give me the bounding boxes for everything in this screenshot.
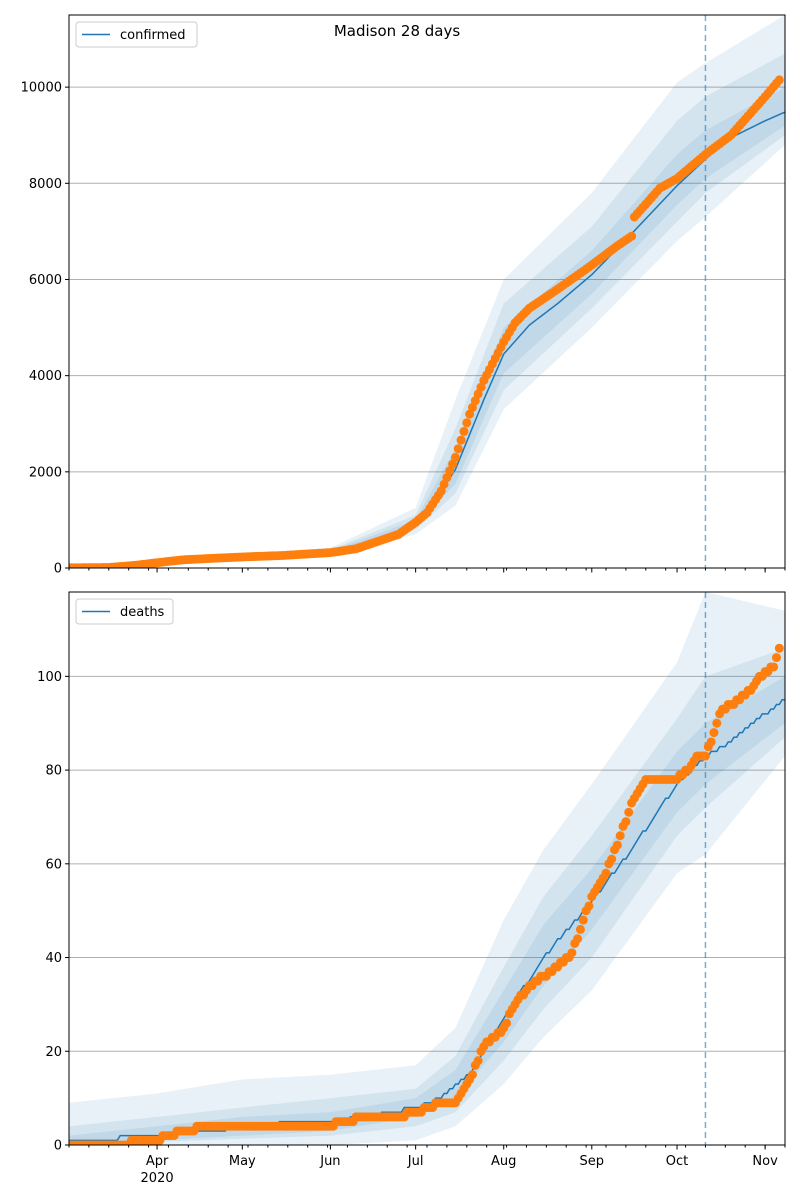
observed-point [709,728,719,738]
legend-label: confirmed [120,28,186,43]
observed-point [627,231,637,241]
observed-point [456,435,466,445]
y-tick-label: 6000 [29,273,62,288]
observed-points [69,75,784,568]
observed-point [448,459,458,469]
x-tick-label: Jun [319,1154,340,1169]
observed-point [774,643,784,653]
y-tick-label: 0 [54,1139,62,1154]
observed-point [567,948,577,958]
uncertainty-bands [69,592,785,1145]
y-tick-label: 60 [45,857,62,872]
observed-point [601,868,611,878]
uncertainty-bands [69,15,785,568]
y-tick-label: 2000 [29,465,62,480]
x-tick-label: May [229,1154,256,1169]
observed-point [615,831,625,841]
confirmed-panel: 0 2000 4000 6000 8000 10000 confirmed [21,14,786,577]
observed-point [578,915,588,925]
legend: deaths [75,598,174,625]
uncertainty-band [69,87,785,568]
x-tick-label: Apr [146,1154,169,1169]
x-tick-label: Aug [491,1154,516,1169]
observed-point [584,901,594,911]
x-tick-sublabel: 2020 [141,1171,174,1186]
observed-point [612,840,622,850]
x-tick-label: Oct [666,1154,688,1169]
legend-box [75,21,198,48]
legend: confirmed [75,21,198,48]
uncertainty-band [69,15,785,568]
x-tick-label: Nov [752,1154,778,1169]
observed-point [453,444,463,454]
observed-point [575,924,585,934]
observed-points [69,643,784,1145]
y-tick-label: 0 [54,562,62,577]
observed-point [473,1056,483,1066]
observed-point [712,718,722,728]
observed-point [771,653,781,663]
observed-point [607,854,617,864]
uncertainty-band [69,53,785,568]
observed-point [573,934,583,944]
observed-point [769,662,779,672]
y-tick-label: 4000 [29,369,62,384]
observed-point [445,466,455,476]
observed-point [436,486,446,496]
observed-point [465,409,475,419]
observed-point [706,737,716,747]
observed-point [462,418,472,428]
observed-point [450,452,460,462]
y-tick-label: 100 [37,670,62,685]
observed-point [467,1070,477,1080]
legend-box [75,598,174,625]
observed-point [459,426,469,436]
observed-point [700,751,710,761]
uncertainty-band [69,592,785,1145]
observed-point [473,389,483,399]
observed-point [467,402,477,412]
y-tick-label: 80 [45,764,62,779]
y-tick-label: 40 [45,951,62,966]
x-tick-label: Sep [580,1154,605,1169]
observed-point [774,75,784,85]
observed-point [621,817,631,827]
deaths-panel: 0 20 40 60 80 100 Apr 2020 May Jun Jul Aug Sep Oct Nov… [37,591,786,1186]
observed-point [442,473,452,483]
uncertainty-band [69,648,785,1145]
y-tick-label: 10000 [21,81,62,96]
x-tick-label: Jul [407,1154,424,1169]
observed-point [502,1018,512,1028]
observed-point [439,479,449,489]
observed-point [476,382,486,392]
observed-point [624,807,634,817]
y-tick-label: 20 [45,1045,62,1060]
observed-point [470,396,480,406]
figure-title: Madison 28 days [334,22,461,40]
y-tick-label: 8000 [29,177,62,192]
legend-label: deaths [120,605,165,620]
